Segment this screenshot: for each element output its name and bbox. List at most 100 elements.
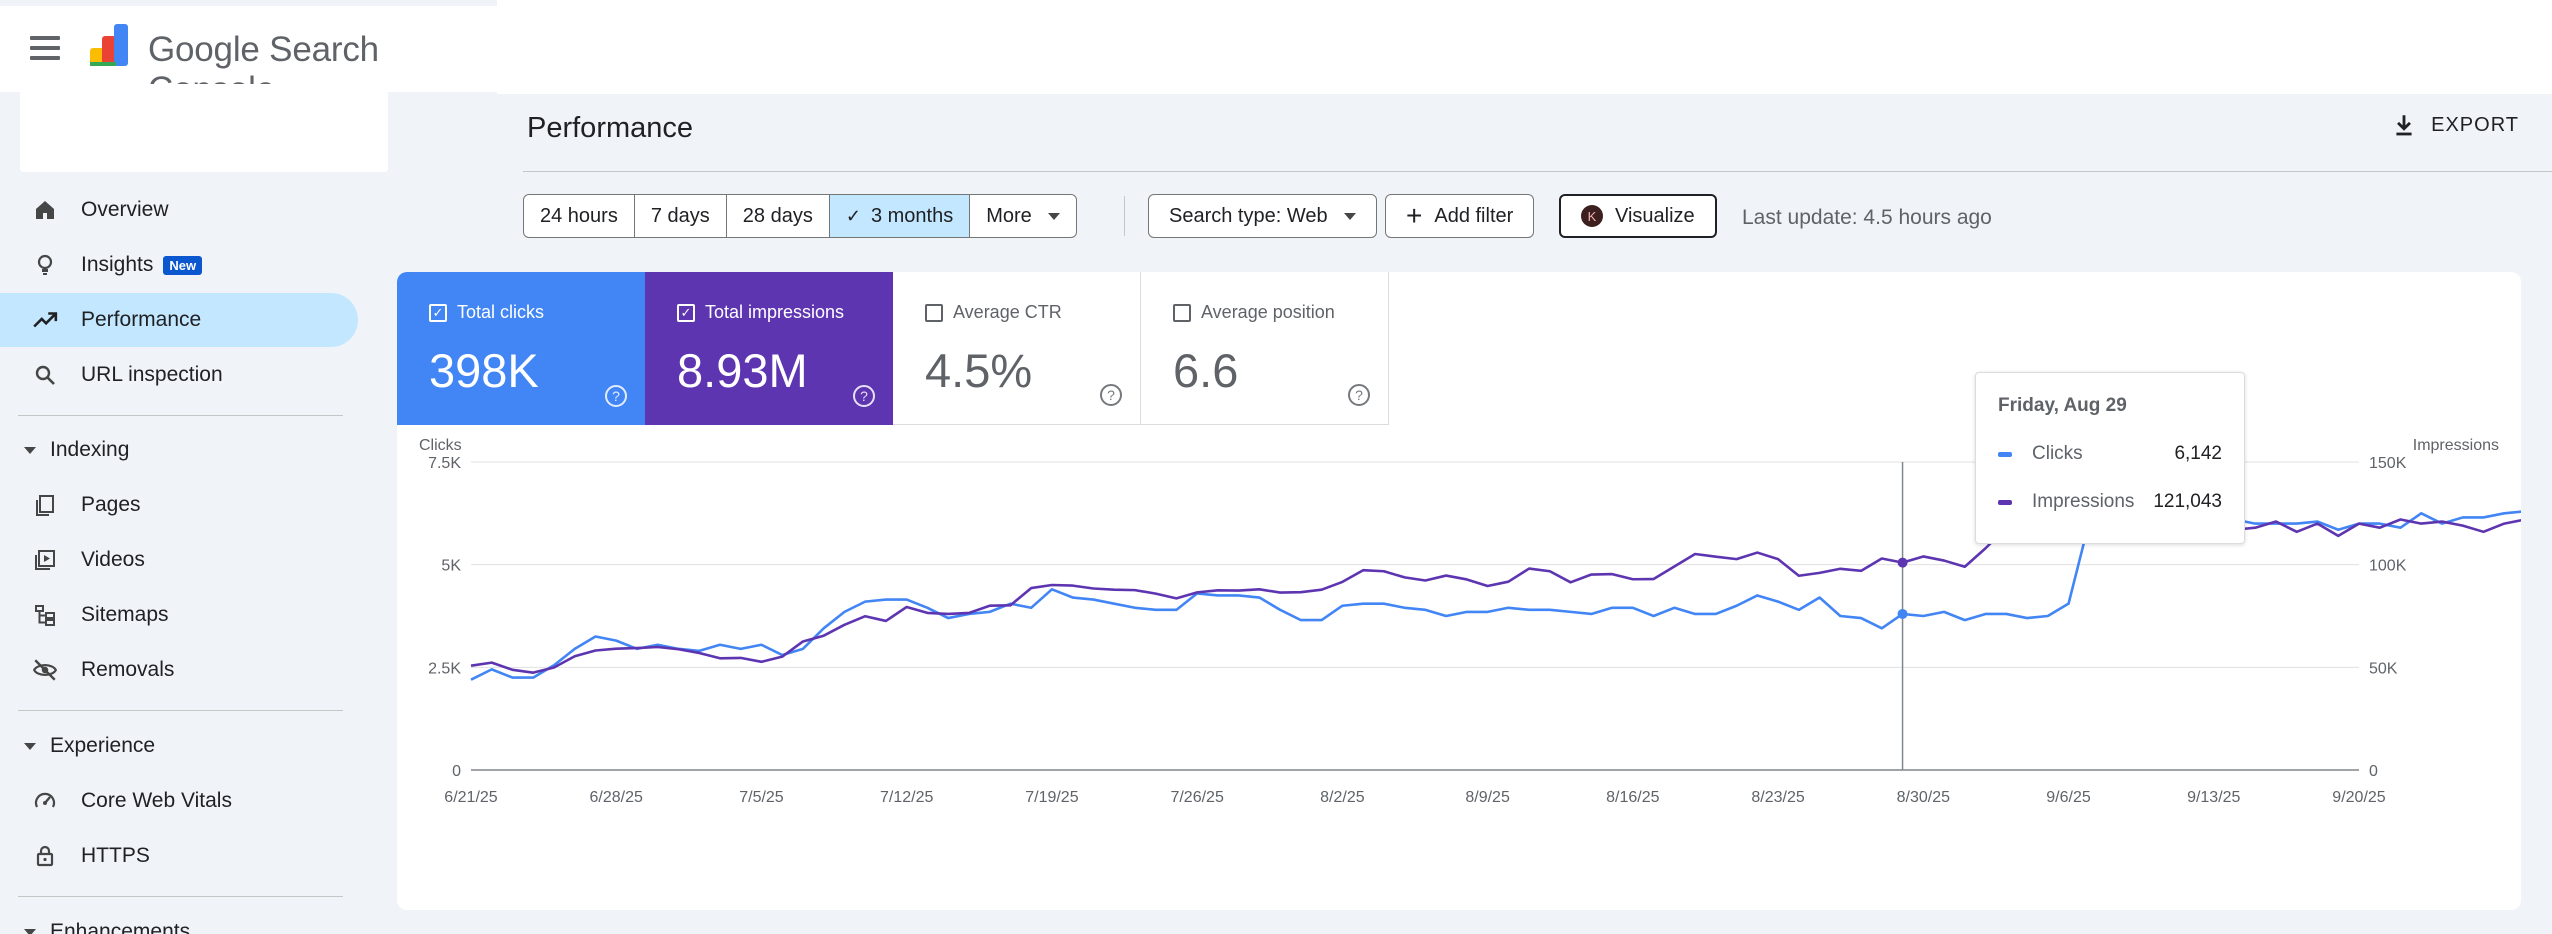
check-icon: ✓ bbox=[845, 205, 861, 226]
sidebar-item-performance[interactable]: Performance bbox=[0, 293, 358, 347]
section-label: Indexing bbox=[50, 438, 130, 461]
visualize-label: Visualize bbox=[1615, 204, 1695, 227]
search-icon bbox=[32, 362, 58, 388]
x-tick-label: 7/19/25 bbox=[1025, 789, 1078, 806]
sidebar-item-url-inspection[interactable]: URL inspection bbox=[18, 348, 358, 402]
sidebar-item-label: HTTPS bbox=[81, 844, 150, 867]
range-label: More bbox=[986, 204, 1032, 227]
range-label: 28 days bbox=[742, 204, 813, 227]
hover-point-clicks bbox=[1897, 608, 1908, 619]
tooltip-row-impressions: Impressions 121,043 bbox=[1998, 491, 2222, 513]
caret-down-icon bbox=[24, 742, 36, 750]
lightbulb-icon bbox=[32, 252, 58, 278]
checkbox-checked-icon: ✓ bbox=[677, 303, 695, 322]
sidebar-item-label: Core Web Vitals bbox=[81, 789, 232, 812]
visibility-off-icon bbox=[32, 657, 58, 683]
section-experience[interactable]: Experience bbox=[18, 726, 155, 766]
metric-label: Total clicks bbox=[457, 302, 545, 322]
y-left-tick-label: 2.5K bbox=[428, 660, 461, 677]
x-tick-label: 8/30/25 bbox=[1897, 789, 1950, 806]
x-tick-label: 8/2/25 bbox=[1320, 789, 1365, 806]
sidebar-item-label: Performance bbox=[81, 308, 202, 331]
sidebar-item-pages[interactable]: Pages bbox=[18, 478, 358, 532]
sidebar-item-insights[interactable]: Insights New bbox=[18, 238, 358, 292]
menu-icon[interactable] bbox=[28, 32, 62, 66]
metric-total-clicks[interactable]: ✓ Total clicks 398K ? bbox=[397, 272, 645, 425]
header-divider bbox=[523, 171, 2552, 172]
sidebar-item-label: Removals bbox=[81, 658, 175, 681]
sidebar-item-label: Sitemaps bbox=[81, 603, 169, 626]
hover-point-impressions bbox=[1897, 557, 1908, 568]
export-button[interactable]: EXPORT bbox=[2391, 112, 2519, 138]
sidebar-item-sitemaps[interactable]: Sitemaps bbox=[18, 588, 358, 642]
download-icon bbox=[2396, 115, 2412, 136]
search-type-filter[interactable]: Search type: Web bbox=[1148, 194, 1377, 238]
dropdown-arrow-icon bbox=[1047, 212, 1060, 220]
metric-label: Average position bbox=[1201, 302, 1335, 322]
sidebar-item-core-web-vitals[interactable]: Core Web Vitals bbox=[18, 774, 358, 828]
tooltip-row-clicks: Clicks 6,142 bbox=[1998, 443, 2222, 465]
sidebar-item-overview[interactable]: Overview bbox=[18, 183, 358, 237]
metric-value: 8.93M bbox=[677, 344, 808, 397]
metric-total-impressions[interactable]: ✓ Total impressions 8.93M ? bbox=[645, 272, 893, 425]
add-filter-button[interactable]: + Add filter bbox=[1385, 194, 1535, 238]
range-28-days[interactable]: 28 days bbox=[727, 195, 830, 237]
help-icon[interactable]: ? bbox=[1100, 384, 1122, 406]
section-enhancements[interactable]: Enhancements bbox=[18, 912, 190, 934]
metric-value: 398K bbox=[429, 344, 539, 397]
metric-value: 4.5% bbox=[925, 344, 1033, 397]
help-icon[interactable]: ? bbox=[853, 385, 875, 407]
performance-card: ✓ Total clicks 398K ? ✓ Total impressions … bbox=[397, 272, 2521, 910]
x-tick-label: 6/21/25 bbox=[444, 789, 497, 806]
sidebar-item-label: Insights bbox=[81, 253, 154, 276]
sidebar-item-https[interactable]: HTTPS bbox=[18, 829, 358, 883]
help-icon[interactable]: ? bbox=[1348, 384, 1370, 406]
metric-average-ctr[interactable]: Average CTR 4.5% ? bbox=[893, 272, 1141, 425]
x-tick-label: 9/13/25 bbox=[2187, 789, 2240, 806]
sidebar-item-videos[interactable]: Videos bbox=[18, 533, 358, 587]
sidebar-divider bbox=[18, 710, 343, 711]
metric-average-position[interactable]: Average position 6.6 ? bbox=[1141, 272, 1389, 425]
trending-up-icon bbox=[32, 307, 58, 333]
property-selector[interactable] bbox=[20, 84, 388, 172]
top-bar bbox=[497, 0, 2552, 94]
plus-icon: + bbox=[1406, 200, 1423, 231]
sidebar-item-removals[interactable]: Removals bbox=[18, 643, 358, 697]
page-title: Performance bbox=[527, 112, 694, 144]
x-tick-label: 8/16/25 bbox=[1606, 789, 1659, 806]
x-tick-label: 8/23/25 bbox=[1751, 789, 1804, 806]
sidebar-item-label: URL inspection bbox=[81, 363, 223, 386]
tooltip-date: Friday, Aug 29 bbox=[1998, 395, 2127, 416]
y-left-tick-label: 7.5K bbox=[428, 455, 461, 472]
brand-bar: Google Search Console bbox=[0, 6, 497, 109]
impressions-swatch bbox=[1998, 499, 2012, 505]
section-label: Enhancements bbox=[50, 920, 191, 934]
section-indexing[interactable]: Indexing bbox=[18, 430, 129, 470]
dropdown-arrow-icon bbox=[1343, 212, 1356, 220]
range-label: 7 days bbox=[650, 204, 710, 227]
tooltip-label: Clicks bbox=[2032, 443, 2083, 464]
metric-label: Average CTR bbox=[953, 302, 1062, 322]
tooltip-value: 6,142 bbox=[2174, 443, 2222, 464]
range-3-months[interactable]: ✓ 3 months bbox=[829, 195, 971, 237]
y-right-tick-label: 100K bbox=[2369, 558, 2407, 575]
tooltip-value: 121,043 bbox=[2153, 491, 2222, 512]
range-label: 3 months bbox=[870, 204, 954, 227]
x-tick-label: 9/6/25 bbox=[2046, 789, 2091, 806]
range-more-dropdown[interactable]: More bbox=[970, 195, 1076, 237]
new-badge: New bbox=[163, 255, 203, 275]
range-24-hours[interactable]: 24 hours bbox=[524, 195, 635, 237]
visualize-button[interactable]: K Visualize bbox=[1559, 194, 1717, 238]
checkbox-unchecked-icon bbox=[925, 303, 943, 322]
caret-down-icon bbox=[24, 446, 36, 454]
checkbox-unchecked-icon bbox=[1173, 303, 1191, 322]
clicks-swatch bbox=[1998, 451, 2012, 457]
section-label: Experience bbox=[50, 734, 156, 757]
lock-icon bbox=[32, 843, 58, 869]
sidebar-item-label: Overview bbox=[81, 198, 169, 221]
chart-tooltip: Friday, Aug 29 Clicks 6,142 Impressions … bbox=[1975, 372, 2245, 544]
help-icon[interactable]: ? bbox=[605, 385, 627, 407]
range-7-days[interactable]: 7 days bbox=[635, 195, 727, 237]
x-tick-label: 7/5/25 bbox=[739, 789, 784, 806]
visualize-avatar-icon: K bbox=[1581, 205, 1603, 227]
